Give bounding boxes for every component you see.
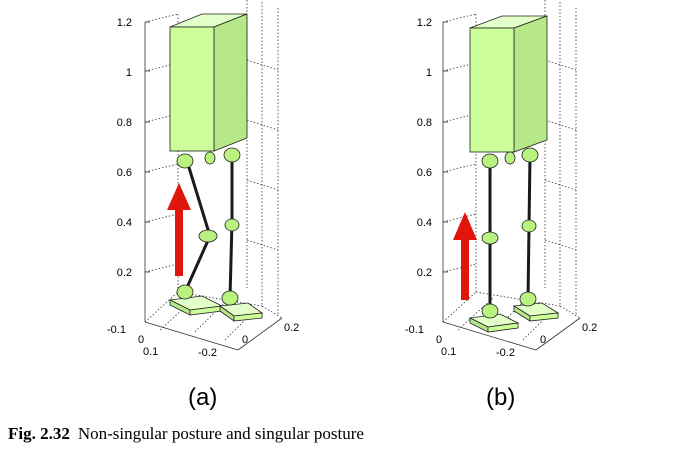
x-axis-ticks-b: -0.2 0 0.2 (496, 322, 597, 359)
z-tick-label: 0.8 (117, 117, 132, 129)
panel-label-b: (b) (486, 384, 515, 411)
panel-label-a: (a) (188, 384, 217, 411)
z-tick-label: 1.2 (117, 17, 132, 29)
x-tick-label: -0.2 (496, 347, 515, 359)
y-tick-label: 0 (436, 334, 442, 346)
z-axis-ticks-b: 1.2 1 0.8 0.6 0.4 0.2 (417, 17, 432, 279)
robot-body-a (169, 13, 248, 152)
panel-b: 1.2 1 0.8 0.6 0.4 0.2 -0.1 0 0.1 -0.2 0 … (405, 0, 597, 411)
z-tick-label: 0.6 (117, 167, 132, 179)
z-tick-label: 0.8 (417, 117, 432, 129)
caption-text: Non-singular posture and singular postur… (77, 424, 364, 443)
z-tick-label: 0.6 (417, 167, 432, 179)
y-tick-label: -0.1 (405, 324, 424, 336)
left-foot-a (168, 295, 224, 316)
figure-caption: Fig. 2.32 Non-singular posture and singul… (8, 424, 698, 444)
arrow-icon-a (167, 183, 191, 276)
corner-ticks-a: -0.1 0 0.1 (107, 324, 158, 358)
x-tick-label: 0.2 (582, 322, 597, 334)
robot-body-b (469, 15, 548, 153)
z-tick-label: 0.4 (117, 217, 132, 229)
left-foot-b (468, 313, 520, 333)
corner-ticks-b: -0.1 0 0.1 (405, 324, 456, 358)
x-axis-ticks-a: -0.2 0 0.2 (198, 322, 299, 359)
x-tick-label: -0.2 (198, 347, 217, 359)
z-tick-label: 0.2 (117, 267, 132, 279)
arrow-icon-b (453, 212, 477, 300)
z-tick-label: 0.2 (417, 267, 432, 279)
legs-b (488, 153, 532, 314)
z-tick-label: 1 (426, 67, 432, 79)
y-tick-label: -0.1 (107, 324, 126, 336)
caption-label: Fig. 2.32 (8, 424, 70, 443)
joints-b (481, 147, 539, 319)
y-tick-label: 0.1 (441, 346, 456, 358)
x-tick-label: 0.2 (284, 322, 299, 334)
z-axis-ticks-a: 1.2 1 0.8 0.6 0.4 0.2 (117, 17, 132, 279)
x-tick-label: 0 (540, 334, 546, 346)
z-tick-label: 0.4 (417, 217, 432, 229)
right-foot-b (512, 302, 560, 322)
grid-box-b (442, 0, 581, 351)
panel-a: 1.2 1 0.8 0.6 0.4 0.2 -0.1 0 0.1 -0.2 0 … (107, 0, 299, 411)
joints-a (176, 147, 241, 306)
y-tick-label: 0 (138, 334, 144, 346)
z-tick-label: 1.2 (417, 17, 432, 29)
x-tick-label: 0 (242, 334, 248, 346)
y-tick-label: 0.1 (143, 346, 158, 358)
z-tick-label: 1 (126, 67, 132, 79)
right-foot-a (218, 302, 264, 322)
